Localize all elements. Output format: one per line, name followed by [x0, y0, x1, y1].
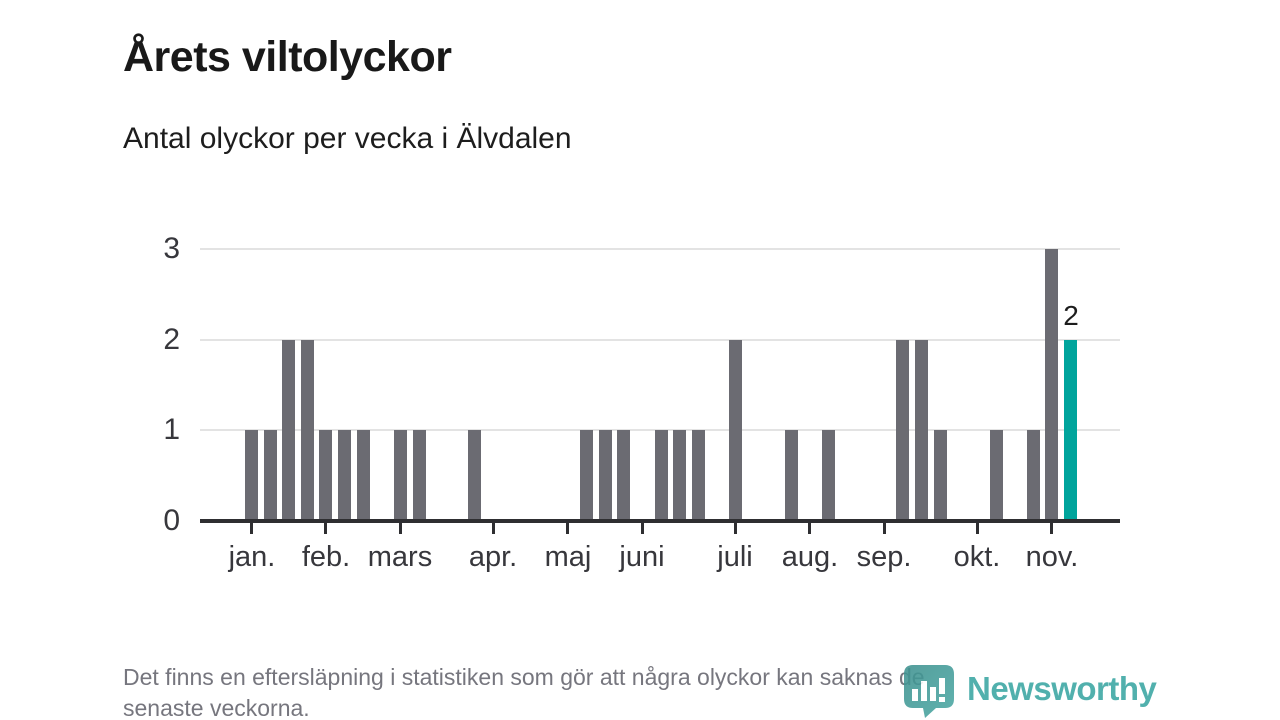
bar-week-5	[319, 430, 332, 521]
x-tick-mars	[399, 523, 402, 534]
footnote: Det finns en eftersläpning i statistiken…	[123, 662, 925, 720]
bar-week-10	[413, 430, 426, 521]
x-axis-label-apr: apr.	[468, 541, 518, 573]
x-axis-label-feb: feb.	[301, 541, 351, 573]
x-axis-label-aug: aug.	[781, 541, 839, 573]
y-axis-label-2: 2	[163, 323, 180, 356]
x-axis-label-jan: jan.	[228, 541, 276, 573]
x-tick-okt	[976, 523, 979, 534]
x-tick-nov	[1050, 523, 1053, 534]
chart-title: Årets viltolyckor	[123, 32, 452, 81]
x-axis-label-sep: sep.	[856, 541, 912, 573]
bar-week-9	[394, 430, 407, 521]
x-tick-sep	[883, 523, 886, 534]
x-tick-juli	[734, 523, 737, 534]
bar-week-36	[896, 340, 909, 521]
bar-week-43	[1027, 430, 1040, 521]
bar-week-23	[655, 430, 668, 521]
highlight-bar-week-45	[1064, 340, 1077, 521]
highlight-value-label: 2	[1063, 300, 1079, 331]
gridline-3	[200, 248, 1120, 250]
x-axis-label-mars: mars	[367, 541, 433, 573]
bar-week-27	[729, 340, 742, 521]
bar-week-24	[673, 430, 686, 521]
y-axis-label-3: 3	[163, 232, 180, 265]
chart-subtitle: Antal olyckor per vecka i Älvdalen	[123, 122, 572, 155]
bar-week-44	[1045, 249, 1058, 521]
bar-week-4	[301, 340, 314, 521]
bar-week-19	[580, 430, 593, 521]
newsworthy-wordmark: Newsworthy	[967, 670, 1157, 707]
bar-week-30	[785, 430, 798, 521]
x-axis-line	[200, 519, 1120, 523]
bar-week-32	[822, 430, 835, 521]
bar-week-13	[468, 430, 481, 521]
x-tick-apr	[492, 523, 495, 534]
x-axis-label-juli: juli	[717, 541, 753, 573]
bar-week-6	[338, 430, 351, 521]
y-axis-label-0: 0	[163, 504, 180, 537]
bar-week-20	[599, 430, 612, 521]
x-tick-juni	[641, 523, 644, 534]
bar-week-21	[617, 430, 630, 521]
x-axis-label-juni: juni	[619, 541, 665, 573]
bar-week-7	[357, 430, 370, 521]
x-tick-aug	[808, 523, 811, 534]
x-tick-maj	[566, 523, 569, 534]
bar-week-3	[282, 340, 295, 521]
footnote-line-2: senaste veckorna.	[123, 695, 310, 720]
bar-week-1	[245, 430, 258, 521]
bar-week-38	[934, 430, 947, 521]
x-axis-label-nov: nov.	[1025, 541, 1079, 573]
newsworthy-pin-icon	[904, 665, 954, 718]
newsworthy-logo: Newsworthy	[903, 664, 1157, 718]
gridline-2	[200, 339, 1120, 341]
footnote-line-1: Det finns en eftersläpning i statistiken…	[123, 664, 925, 690]
bar-week-37	[915, 340, 928, 521]
y-axis-label-1: 1	[163, 413, 180, 446]
bar-week-2	[264, 430, 277, 521]
x-axis-label-maj: maj	[544, 541, 592, 573]
bar-week-41	[990, 430, 1003, 521]
x-tick-feb	[324, 523, 327, 534]
bar-week-25	[692, 430, 705, 521]
x-axis-label-okt: okt.	[953, 541, 1001, 573]
x-tick-jan	[250, 523, 253, 534]
